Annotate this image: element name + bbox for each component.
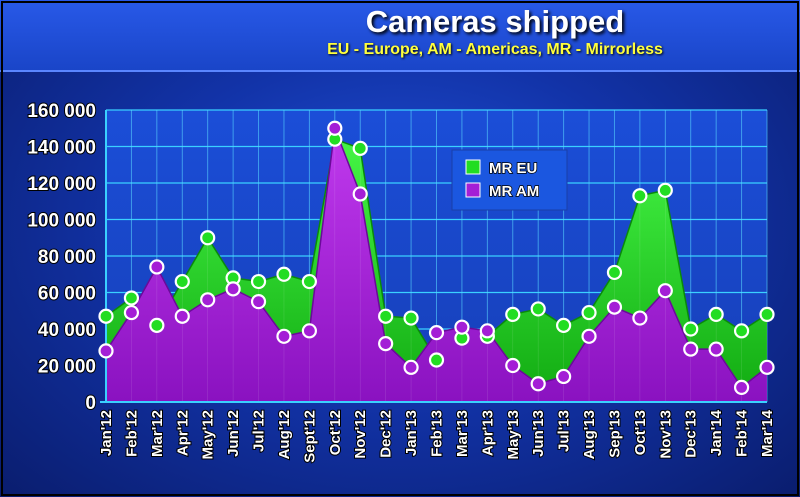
data-point-mr-eu	[378, 308, 394, 324]
data-point-mr-am	[454, 319, 470, 335]
x-tick-label: May'12	[200, 410, 217, 459]
data-point-mr-am	[556, 368, 572, 385]
data-point-mr-am	[505, 357, 521, 374]
data-point-mr-am	[759, 359, 775, 375]
data-point-mr-am	[733, 379, 750, 395]
data-point-mr-am	[352, 186, 368, 202]
x-tick-label: Oct'12	[327, 410, 344, 455]
x-tick-label: Oct'13	[632, 410, 649, 455]
y-tick-label: 100 000	[27, 211, 96, 232]
x-tick-label: Jun'13	[530, 410, 547, 457]
y-tick-label: 60 000	[38, 284, 96, 305]
data-point-mr-eu	[632, 188, 648, 204]
data-point-mr-eu	[759, 306, 775, 322]
y-tick-label: 20 000	[38, 357, 96, 378]
data-point-mr-eu	[174, 273, 190, 290]
data-point-mr-eu	[301, 273, 317, 290]
data-point-mr-eu	[581, 304, 597, 321]
data-point-mr-am	[327, 120, 343, 136]
x-tick-label: Mar'13	[454, 410, 471, 457]
data-point-mr-am	[149, 259, 165, 275]
data-point-mr-am	[250, 294, 267, 310]
y-tick-label: 140 000	[27, 138, 96, 159]
data-point-mr-am	[479, 323, 495, 339]
x-tick-label: Mar'14	[759, 409, 776, 457]
data-point-mr-am	[708, 341, 724, 357]
x-tick-label: Aug'12	[276, 410, 293, 459]
x-tick-label: May'13	[505, 410, 522, 459]
header-bar	[0, 0, 800, 72]
legend-swatch-mr-eu	[465, 159, 481, 175]
y-tick-label: 80 000	[38, 247, 96, 268]
x-tick-label: Mar'12	[149, 410, 166, 457]
x-tick-label: Dec'12	[378, 410, 395, 458]
data-point-mr-eu	[98, 308, 114, 324]
x-tick-label: Jul'13	[556, 410, 573, 452]
data-point-mr-am	[301, 323, 317, 339]
data-point-mr-eu	[683, 321, 699, 337]
data-point-mr-am	[606, 299, 623, 315]
x-tick-label: Feb'12	[123, 410, 140, 457]
data-point-mr-eu	[657, 182, 673, 198]
data-point-mr-eu	[530, 301, 546, 317]
legend-label-mr-eu: MR EU	[489, 160, 537, 177]
legend-swatch-mr-am	[465, 182, 481, 198]
data-point-mr-eu	[250, 273, 267, 290]
y-tick-label: 40 000	[38, 320, 96, 341]
x-tick-label: Jan'13	[403, 410, 420, 456]
x-tick-label: Aug'13	[581, 410, 598, 459]
data-point-mr-am	[632, 310, 648, 326]
x-tick-label: Jul'12	[251, 410, 268, 452]
data-point-mr-eu	[276, 266, 292, 282]
data-point-mr-am	[98, 343, 114, 359]
x-tick-label: Sept'12	[301, 410, 318, 463]
data-point-mr-am	[225, 281, 241, 297]
x-tick-label: Nov'13	[657, 410, 674, 459]
chart-title: Cameras shipped	[365, 4, 625, 39]
data-point-mr-eu	[606, 264, 623, 281]
x-tick-label: Sep'13	[606, 410, 623, 458]
x-tick-label: Dec'13	[683, 410, 700, 458]
chart-subtitle: EU - Europe, AM - Americas, MR - Mirrorl…	[327, 41, 663, 58]
data-point-mr-eu	[428, 352, 445, 368]
series-area-mr-am	[106, 128, 767, 402]
y-tick-label: 160 000	[27, 101, 96, 122]
data-point-mr-am	[403, 359, 419, 375]
x-tick-label: Nov'12	[352, 410, 369, 459]
data-point-mr-eu	[149, 317, 165, 333]
data-point-mr-am	[276, 328, 292, 344]
x-tick-label: Feb'13	[429, 410, 446, 457]
data-point-mr-eu	[200, 230, 216, 246]
x-tick-label: Apr'13	[479, 410, 496, 456]
data-point-mr-am	[530, 376, 546, 392]
data-point-mr-am	[200, 292, 216, 308]
data-point-mr-eu	[123, 290, 140, 306]
data-point-mr-eu	[733, 323, 750, 339]
data-point-mr-am	[581, 328, 597, 344]
x-tick-label: Apr'12	[174, 410, 191, 456]
data-point-mr-eu	[556, 317, 572, 333]
data-point-mr-eu	[352, 140, 368, 156]
legend-label-mr-am: MR AM	[489, 183, 539, 200]
y-tick-label: 0	[85, 393, 96, 414]
data-point-mr-eu	[708, 306, 724, 322]
x-tick-label: Jan'14	[708, 409, 725, 456]
data-point-mr-eu	[505, 306, 521, 322]
y-tick-label: 120 000	[27, 174, 96, 195]
data-point-mr-am	[378, 336, 394, 352]
data-point-mr-eu	[403, 310, 419, 326]
x-tick-label: Feb'14	[734, 409, 751, 457]
data-point-mr-am	[683, 341, 699, 357]
data-point-mr-am	[428, 325, 445, 341]
data-point-mr-am	[657, 283, 673, 299]
data-point-mr-am	[123, 304, 140, 321]
x-tick-label: Jan'12	[98, 410, 115, 456]
data-point-mr-am	[174, 308, 190, 324]
x-tick-label: Jun'12	[225, 410, 242, 457]
